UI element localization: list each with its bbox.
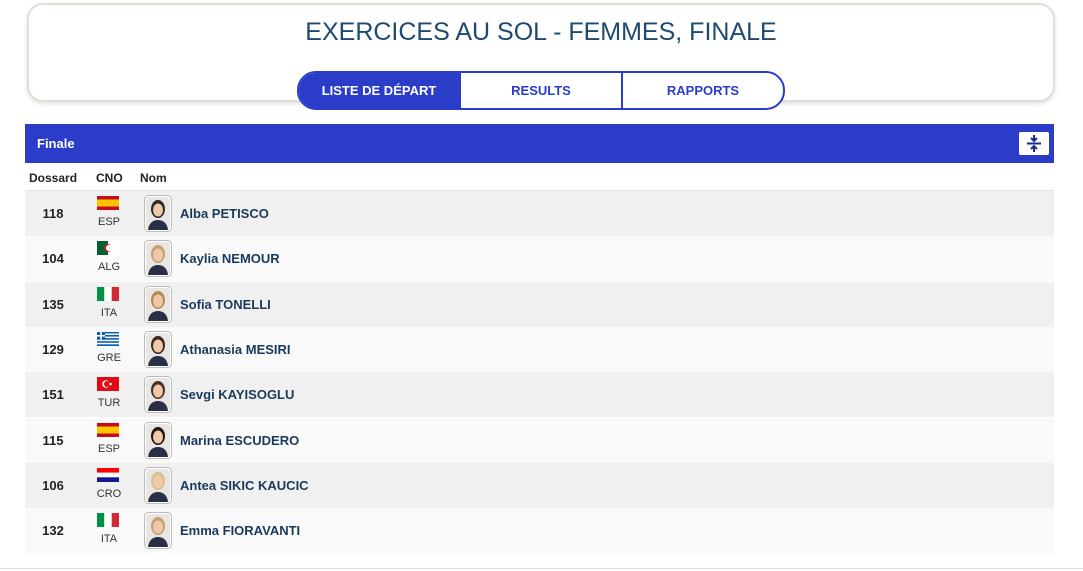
athlete-photo [144,466,172,504]
athlete-photo [144,376,172,414]
section-bar: Finale [25,124,1054,163]
noc-code: TUR [97,397,121,410]
noc-code: ESP [97,216,120,228]
column-header: Nom [140,171,167,185]
tab[interactable]: RAPPORTS [621,73,783,108]
table-row[interactable]: 115 ESP Marina ESCUDERO [25,417,1054,463]
bib-number: 132 [42,523,64,539]
athlete-name[interactable]: Alba PETISCO [180,206,269,221]
flag-icon [97,286,119,301]
flag-icon [97,331,119,346]
noc-code: ALG [97,261,120,274]
table-row[interactable]: 135 ITA Sofia TONELLI [25,281,1054,327]
noc-code: CRO [96,487,122,500]
flag-icon [97,467,119,482]
bib-number: 106 [42,477,64,493]
table-row[interactable]: 118 ESP Alba PETISCO [25,191,1054,236]
noc-code: ITA [100,533,118,546]
collapse-button[interactable] [1019,132,1049,155]
noc-code: ESP [97,442,120,455]
athlete-name[interactable]: Emma FIORAVANTI [180,523,301,539]
table-header: Dossard CNO Nom [25,168,1054,191]
athlete-name[interactable]: Antea SIKIC KAUCIC [180,477,309,493]
flag-icon [97,241,119,256]
column-header: Dossard [29,171,78,185]
table-row[interactable]: 106 CRO Antea SIKIC KAUCIC [25,462,1054,508]
athlete-photo [144,512,172,550]
page-title: EXERCICES AU SOL - FEMMES, FINALE [305,18,777,46]
bib-number: 115 [42,432,64,448]
athlete-photo [144,285,172,323]
flag-icon [97,377,119,392]
athlete-photo [144,240,172,278]
bib-number: 118 [42,206,64,221]
tab-active[interactable]: LISTE DE DÉPART [299,73,459,108]
bib-number: 129 [42,341,64,357]
flag-icon [97,422,119,437]
table-row[interactable]: 104 ALG Kaylia NEMOUR [25,236,1054,282]
noc-code: ITA [100,306,118,319]
bib-number: 104 [42,251,64,267]
athlete-name[interactable]: Sevgi KAYISOGLU [180,387,295,403]
flag-icon [97,196,119,210]
bib-number: 135 [42,296,64,312]
tab[interactable]: RESULTS [459,73,621,108]
flag-icon [97,513,119,528]
athlete-name[interactable]: Marina ESCUDERO [180,432,300,448]
header-card: EXERCICES AU SOL - FEMMES, FINALE LISTE … [27,3,1055,110]
athlete-name[interactable]: Athanasia MESIRI [180,341,291,357]
column-header: CNO [96,171,123,185]
athlete-photo [144,421,172,459]
table-row[interactable]: 129 GRE Athanasia MESIRI [25,326,1054,372]
section-title: Finale [37,136,75,151]
table-row[interactable]: 151 TUR Sevgi KAYISOGLU [25,372,1054,418]
table-row[interactable]: 132 ITA Emma FIORAVANTI [25,508,1054,554]
athlete-name[interactable]: Sofia TONELLI [180,296,271,312]
footer-line [0,568,1083,569]
tabs: LISTE DE DÉPART RESULTS RAPPORTS [297,71,785,110]
noc-code: GRE [97,351,121,364]
collapse-icon [1027,135,1041,152]
bib-number: 151 [42,387,64,403]
athlete-photo [144,330,172,368]
athlete-photo [144,195,172,232]
athlete-name[interactable]: Kaylia NEMOUR [180,251,280,267]
